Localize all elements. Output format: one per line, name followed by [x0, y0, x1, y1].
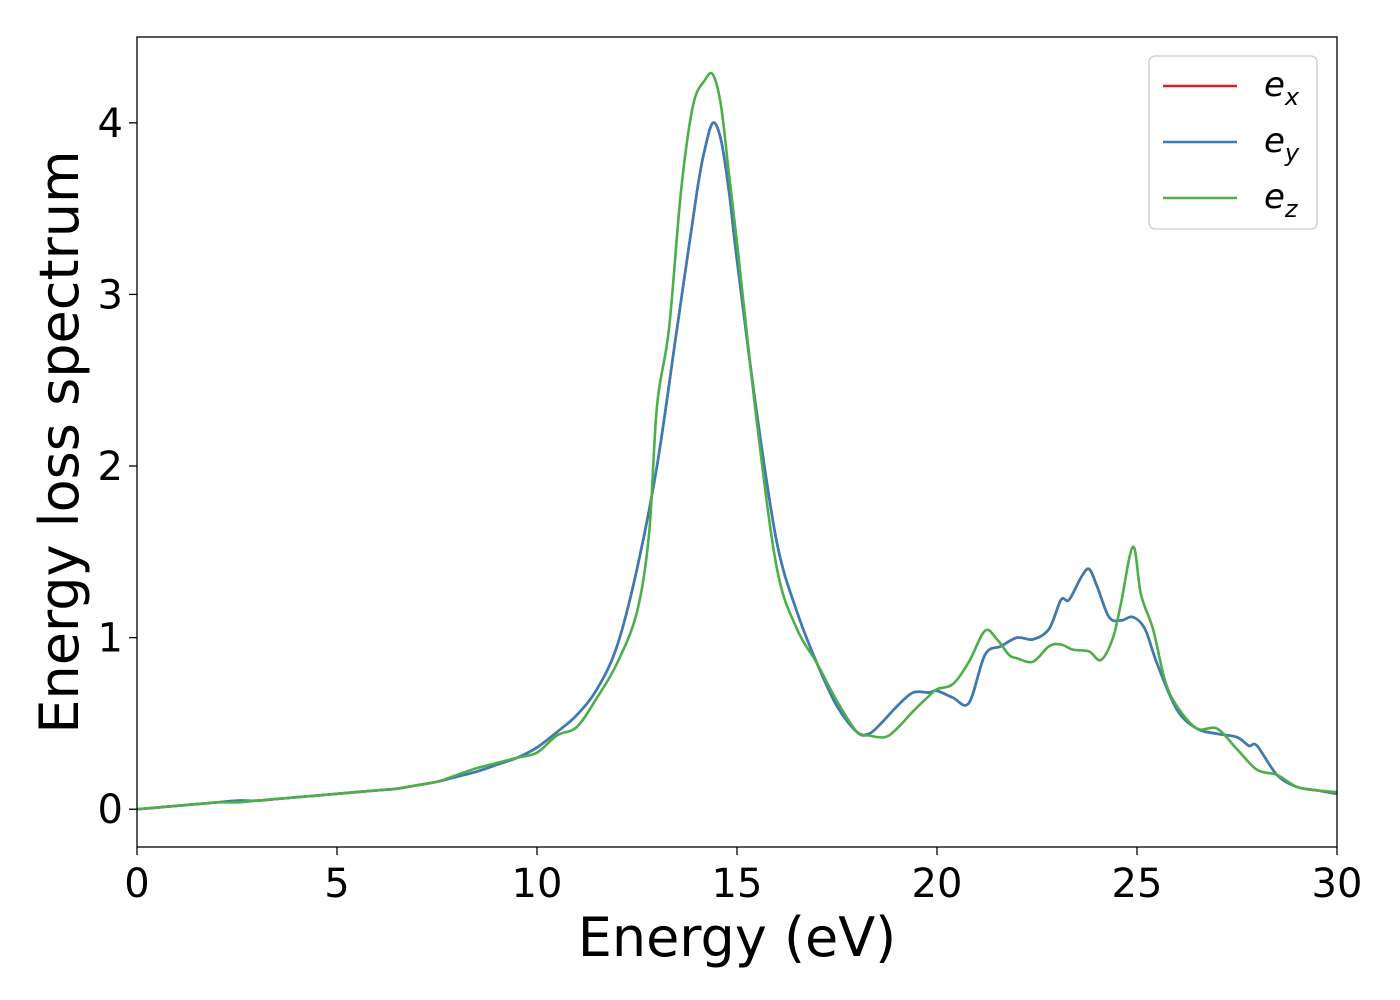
x-axis-ticks: 0 5 10 15 20 25 30	[124, 847, 1362, 907]
series-layer	[136, 71, 1338, 811]
y-tick-label: 0	[98, 787, 123, 833]
y-axis-ticks: 0 1 2 3 4	[98, 101, 137, 833]
y-tick-label: 1	[98, 616, 123, 662]
x-axis-label: Energy (eV)	[578, 906, 897, 969]
x-tick-label: 30	[1312, 861, 1363, 907]
legend-subscript: y	[1284, 139, 1300, 167]
x-tick-label: 10	[512, 861, 563, 907]
y-tick-label: 2	[98, 444, 123, 490]
x-tick-label: 5	[324, 861, 349, 907]
x-tick-label: 20	[912, 861, 963, 907]
y-tick-label: 4	[98, 101, 123, 147]
x-tick-label: 25	[1112, 861, 1163, 907]
plot-area	[137, 37, 1337, 847]
legend-subscript: x	[1284, 83, 1300, 111]
series-line-ez	[136, 71, 1338, 811]
x-tick-label: 15	[712, 861, 763, 907]
y-tick-label: 3	[98, 272, 123, 318]
y-axis-label: Energy loss spectrum	[28, 150, 91, 733]
legend-subscript: z	[1284, 195, 1299, 223]
x-tick-label: 0	[124, 861, 149, 907]
